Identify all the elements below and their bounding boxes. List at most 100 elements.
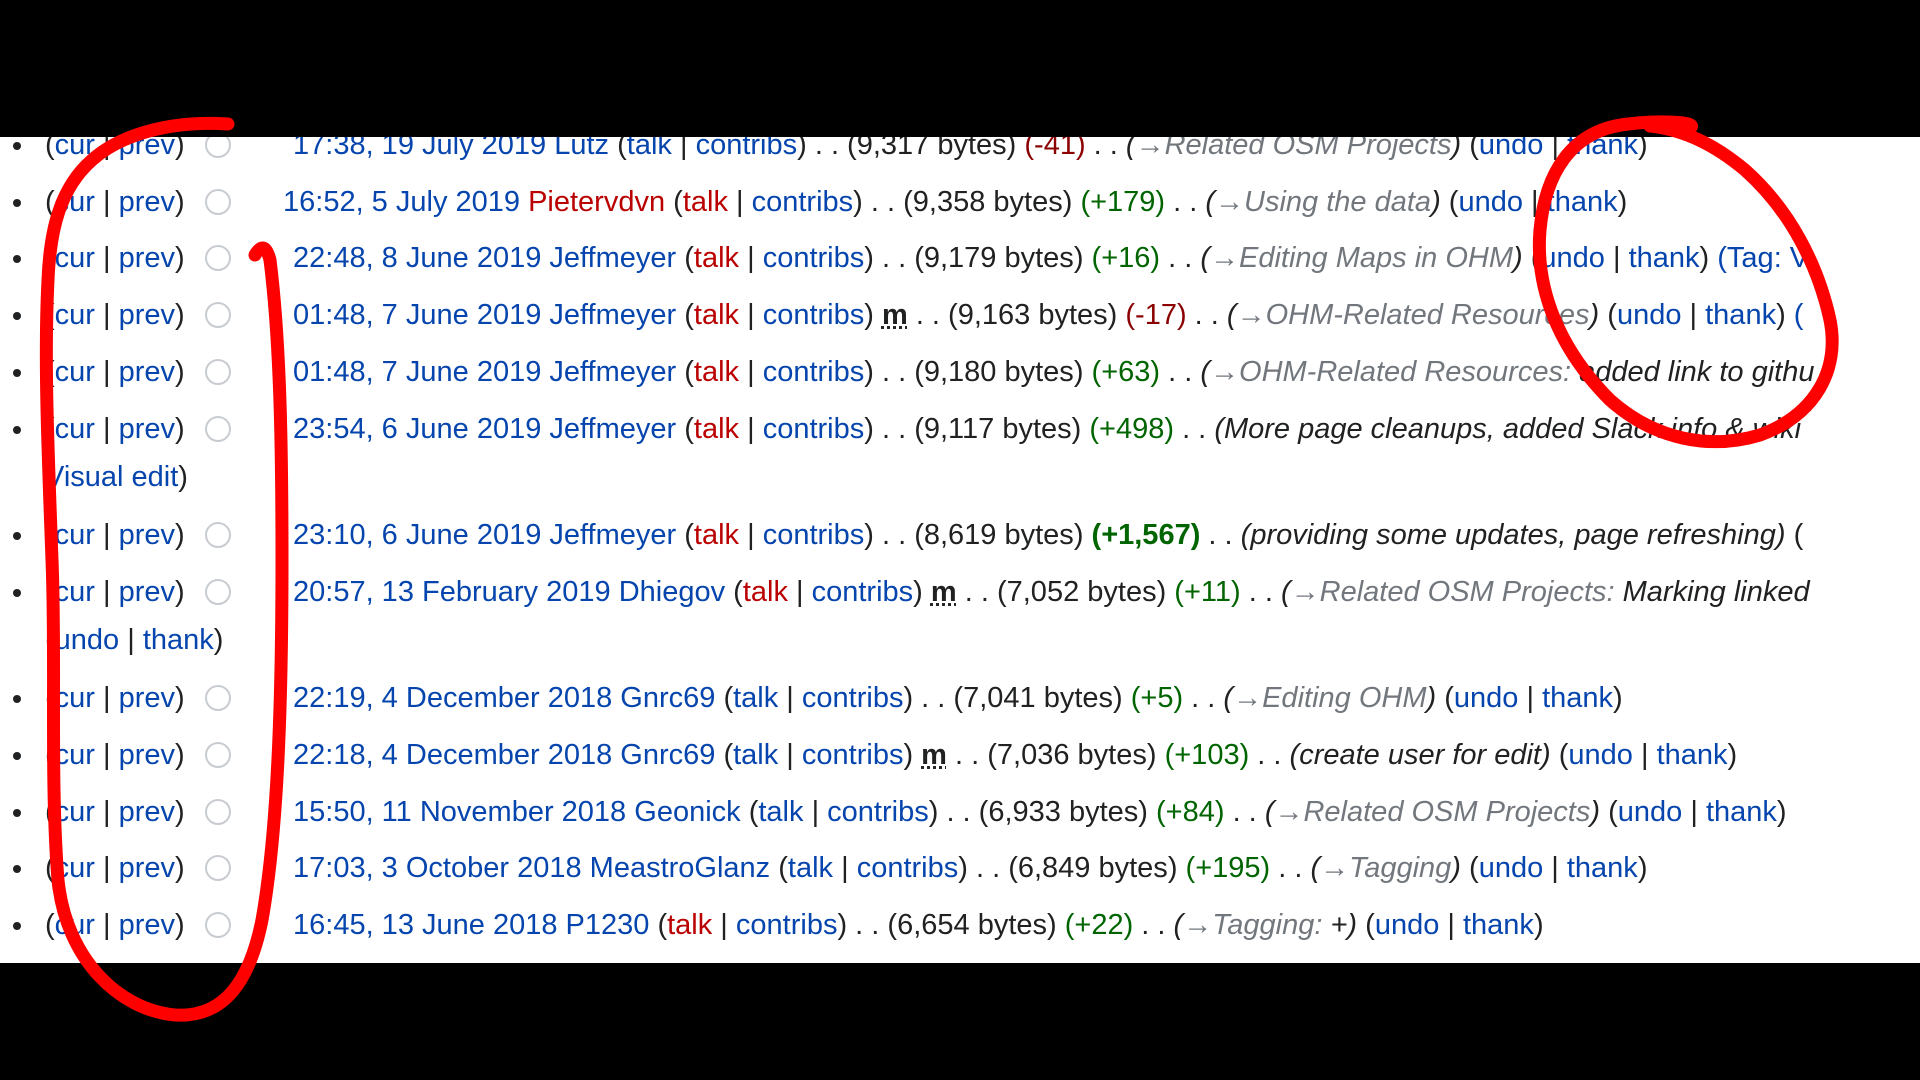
section-arrow-link[interactable]: → [1210,356,1240,388]
user-link[interactable]: P1230 [565,909,650,941]
prev-link[interactable]: prev [118,242,176,274]
section-arrow-link[interactable]: → [1320,852,1350,884]
user-talk-link[interactable]: talk [733,739,779,771]
thank-link[interactable]: thank [1462,909,1534,941]
user-contribs-link[interactable]: contribs [856,852,959,884]
compare-radio-button[interactable] [205,416,231,442]
compare-radio-button[interactable] [205,799,231,825]
prev-link[interactable]: prev [118,682,176,714]
prev-link[interactable]: prev [118,413,176,445]
thank-link[interactable]: thank [1546,186,1618,218]
compare-radio-button[interactable] [205,189,231,215]
revision-date-link[interactable]: 01:48, 7 June 2019 [293,299,542,331]
section-arrow-link[interactable]: → [1135,137,1165,161]
revision-date-link[interactable]: 16:52, 5 July 2019 [283,186,521,218]
section-arrow-link[interactable]: → [1233,682,1263,714]
thank-link[interactable]: thank [1566,852,1638,884]
prev-link[interactable]: prev [118,852,176,884]
user-contribs-link[interactable]: contribs [762,299,865,331]
prev-link[interactable]: prev [118,519,176,551]
compare-radio-button[interactable] [205,522,231,548]
section-arrow-link[interactable]: → [1274,796,1304,828]
user-contribs-link[interactable]: contribs [695,137,798,161]
user-contribs-link[interactable]: contribs [735,909,838,941]
user-link[interactable]: Jeffmeyer [549,242,677,274]
cur-link[interactable]: cur [54,519,95,551]
revision-date-link[interactable]: 16:45, 13 June 2018 [293,909,558,941]
prev-link[interactable]: prev [118,186,176,218]
cur-link[interactable]: cur [54,682,95,714]
thank-link[interactable]: thank [1542,682,1614,714]
compare-radio-button[interactable] [205,137,231,158]
cur-link[interactable]: cur [54,739,95,771]
section-arrow-link[interactable]: → [1290,576,1320,608]
revision-date-link[interactable]: 17:03, 3 October 2018 [293,852,582,884]
revision-date-link[interactable]: 01:48, 7 June 2019 [293,356,542,388]
user-contribs-link[interactable]: contribs [762,356,865,388]
user-talk-link[interactable]: talk [667,909,713,941]
compare-radio-button[interactable] [205,359,231,385]
revision-date-link[interactable]: 15:50, 11 November 2018 [293,796,627,828]
cur-link[interactable]: cur [54,242,95,274]
user-link[interactable]: Pietervdvn [528,186,666,218]
section-arrow-link[interactable]: → [1210,242,1240,274]
cur-link[interactable]: cur [54,137,95,161]
user-link[interactable]: Dhiegov [618,576,726,608]
user-link[interactable]: Jeffmeyer [549,299,677,331]
user-talk-link[interactable]: talk [733,682,779,714]
revision-date-link[interactable]: 22:18, 4 December 2018 [293,739,613,771]
cur-link[interactable]: cur [54,299,95,331]
user-contribs-link[interactable]: contribs [827,796,929,828]
compare-radio-button[interactable] [205,855,231,881]
user-contribs-link[interactable]: contribs [762,242,865,274]
user-talk-link[interactable]: talk [787,852,834,884]
revision-date-link[interactable]: 23:54, 6 June 2019 [293,413,542,445]
undo-link[interactable]: undo [1458,186,1523,218]
user-talk-link[interactable]: talk [693,413,740,445]
prev-link[interactable]: prev [118,137,176,161]
prev-link[interactable]: prev [118,909,176,941]
user-link[interactable]: Gnrc69 [620,682,716,714]
undo-link[interactable]: undo [1478,137,1544,161]
undo-link[interactable]: undo [1453,682,1519,714]
cur-link[interactable]: cur [54,576,95,608]
user-link[interactable]: MeastroGlanz [589,852,771,884]
section-arrow-link[interactable]: → [1215,186,1245,218]
user-talk-link[interactable]: talk [758,796,804,828]
compare-radio-button[interactable] [205,685,231,711]
revision-date-link[interactable]: 22:19, 4 December 2018 [293,682,613,714]
user-contribs-link[interactable]: contribs [801,682,904,714]
user-talk-link[interactable]: talk [693,242,740,274]
cur-link[interactable]: cur [54,356,95,388]
compare-radio-button[interactable] [205,742,231,768]
user-link[interactable]: Jeffmeyer [549,413,677,445]
user-contribs-link[interactable]: contribs [801,739,904,771]
revision-date-link[interactable]: 20:57, 13 February 2019 [293,576,611,608]
cur-link[interactable]: cur [54,796,95,828]
user-contribs-link[interactable]: contribs [751,186,854,218]
cur-link[interactable]: cur [54,186,95,218]
user-contribs-link[interactable]: contribs [762,413,865,445]
user-talk-link[interactable]: talk [693,299,740,331]
prev-link[interactable]: prev [118,576,176,608]
compare-radio-button[interactable] [205,245,231,271]
thank-link[interactable]: thank [1656,739,1728,771]
compare-radio-button[interactable] [205,579,231,605]
revision-date-link[interactable]: 23:10, 6 June 2019 [293,519,542,551]
prev-link[interactable]: prev [118,299,176,331]
cur-link[interactable]: cur [54,909,95,941]
user-link[interactable]: Jeffmeyer [549,356,677,388]
section-arrow-link[interactable]: → [1236,299,1266,331]
prev-link[interactable]: prev [118,739,176,771]
undo-link[interactable]: undo [1617,796,1683,828]
user-contribs-link[interactable]: contribs [811,576,914,608]
user-contribs-link[interactable]: contribs [762,519,865,551]
user-talk-link[interactable]: talk [682,186,728,218]
compare-radio-button[interactable] [205,912,231,938]
undo-link[interactable]: undo [1568,739,1633,771]
prev-link[interactable]: prev [118,356,176,388]
user-link[interactable]: Jeffmeyer [549,519,677,551]
section-arrow-link[interactable]: → [1183,909,1213,941]
user-talk-link[interactable]: talk [693,356,740,388]
undo-link[interactable]: undo [54,624,120,656]
